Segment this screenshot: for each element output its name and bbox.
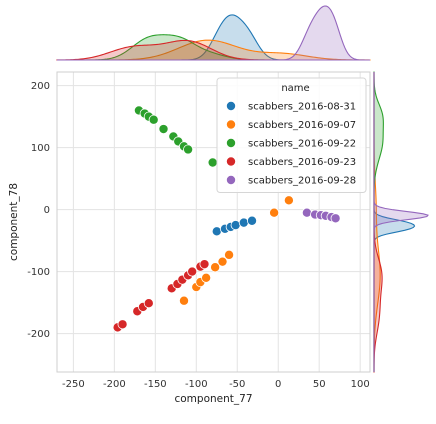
- scatter-point: [283, 195, 294, 206]
- scatter-point: [199, 259, 210, 270]
- scatter-point: [183, 144, 194, 155]
- legend-marker: [225, 101, 236, 112]
- legend-entry-label: scabbers_2016-09-07: [248, 120, 356, 131]
- x-tick-label: 0: [275, 379, 281, 390]
- right-marginal-kde: [373, 71, 429, 373]
- scatter-point: [143, 298, 154, 309]
- legend: name scabbers_2016-08-31 scabbers_2016-09…: [216, 77, 367, 193]
- x-tick-label: -50: [229, 379, 245, 390]
- legend-entry-label: scabbers_2016-08-31: [248, 102, 356, 113]
- scatter-point: [247, 215, 258, 226]
- x-tick-labels: -250 -200 -150 -100 -50 0 50 100: [62, 379, 370, 390]
- x-axis-label: component_77: [174, 393, 252, 405]
- scatter-point: [301, 207, 312, 218]
- right-kde-curve: [373, 72, 429, 372]
- legend-entry-label: scabbers_2016-09-23: [248, 157, 356, 168]
- legend-marker: [225, 174, 236, 185]
- legend-marker: [225, 119, 236, 130]
- x-tick-label: -100: [185, 379, 208, 390]
- x-tick-label: -200: [103, 379, 126, 390]
- x-tick-label: -250: [62, 379, 85, 390]
- scatter-point: [117, 319, 128, 330]
- y-tick-labels: -200 -100 0 100 200: [27, 81, 50, 340]
- scatter-point: [269, 207, 280, 218]
- legend-marker: [225, 156, 236, 167]
- scatter-point: [330, 213, 341, 224]
- legend-entry-label: scabbers_2016-09-22: [248, 139, 356, 150]
- legend-box: [216, 77, 367, 193]
- y-tick-label: 200: [31, 81, 50, 92]
- scatter-point: [179, 295, 190, 306]
- scatter-point: [217, 256, 228, 267]
- legend-items: scabbers_2016-08-31 scabbers_2016-09-07sc…: [225, 101, 356, 187]
- x-tick-label: 100: [351, 379, 370, 390]
- plot-frame: [56, 71, 371, 373]
- y-tick-label: -200: [27, 329, 50, 340]
- scatter-point: [238, 217, 249, 228]
- y-tick-label: -100: [27, 267, 50, 278]
- scatter-points: [112, 105, 341, 333]
- legend-title: name: [281, 83, 309, 94]
- scatter-point: [158, 124, 169, 135]
- x-tick-label: 50: [313, 379, 326, 390]
- scatter-point: [224, 249, 235, 260]
- scatter-point: [207, 157, 218, 168]
- top-kde-curve: [57, 5, 370, 61]
- y-tick-label: 0: [44, 205, 50, 216]
- top-marginal-kde: [56, 5, 371, 61]
- scatter-point: [187, 266, 198, 277]
- scatter-point: [148, 114, 159, 125]
- x-tick-label: -150: [144, 379, 167, 390]
- y-tick-label: 100: [31, 143, 50, 154]
- scatter-point: [211, 226, 222, 237]
- main-plot-area: [56, 71, 371, 373]
- y-axis-label: component_78: [8, 183, 20, 261]
- scatter-point: [230, 220, 241, 231]
- legend-entry-label: scabbers_2016-09-28: [248, 176, 356, 187]
- scatter-point: [201, 272, 212, 283]
- scatter-point: [210, 262, 221, 273]
- legend-marker: [225, 137, 236, 148]
